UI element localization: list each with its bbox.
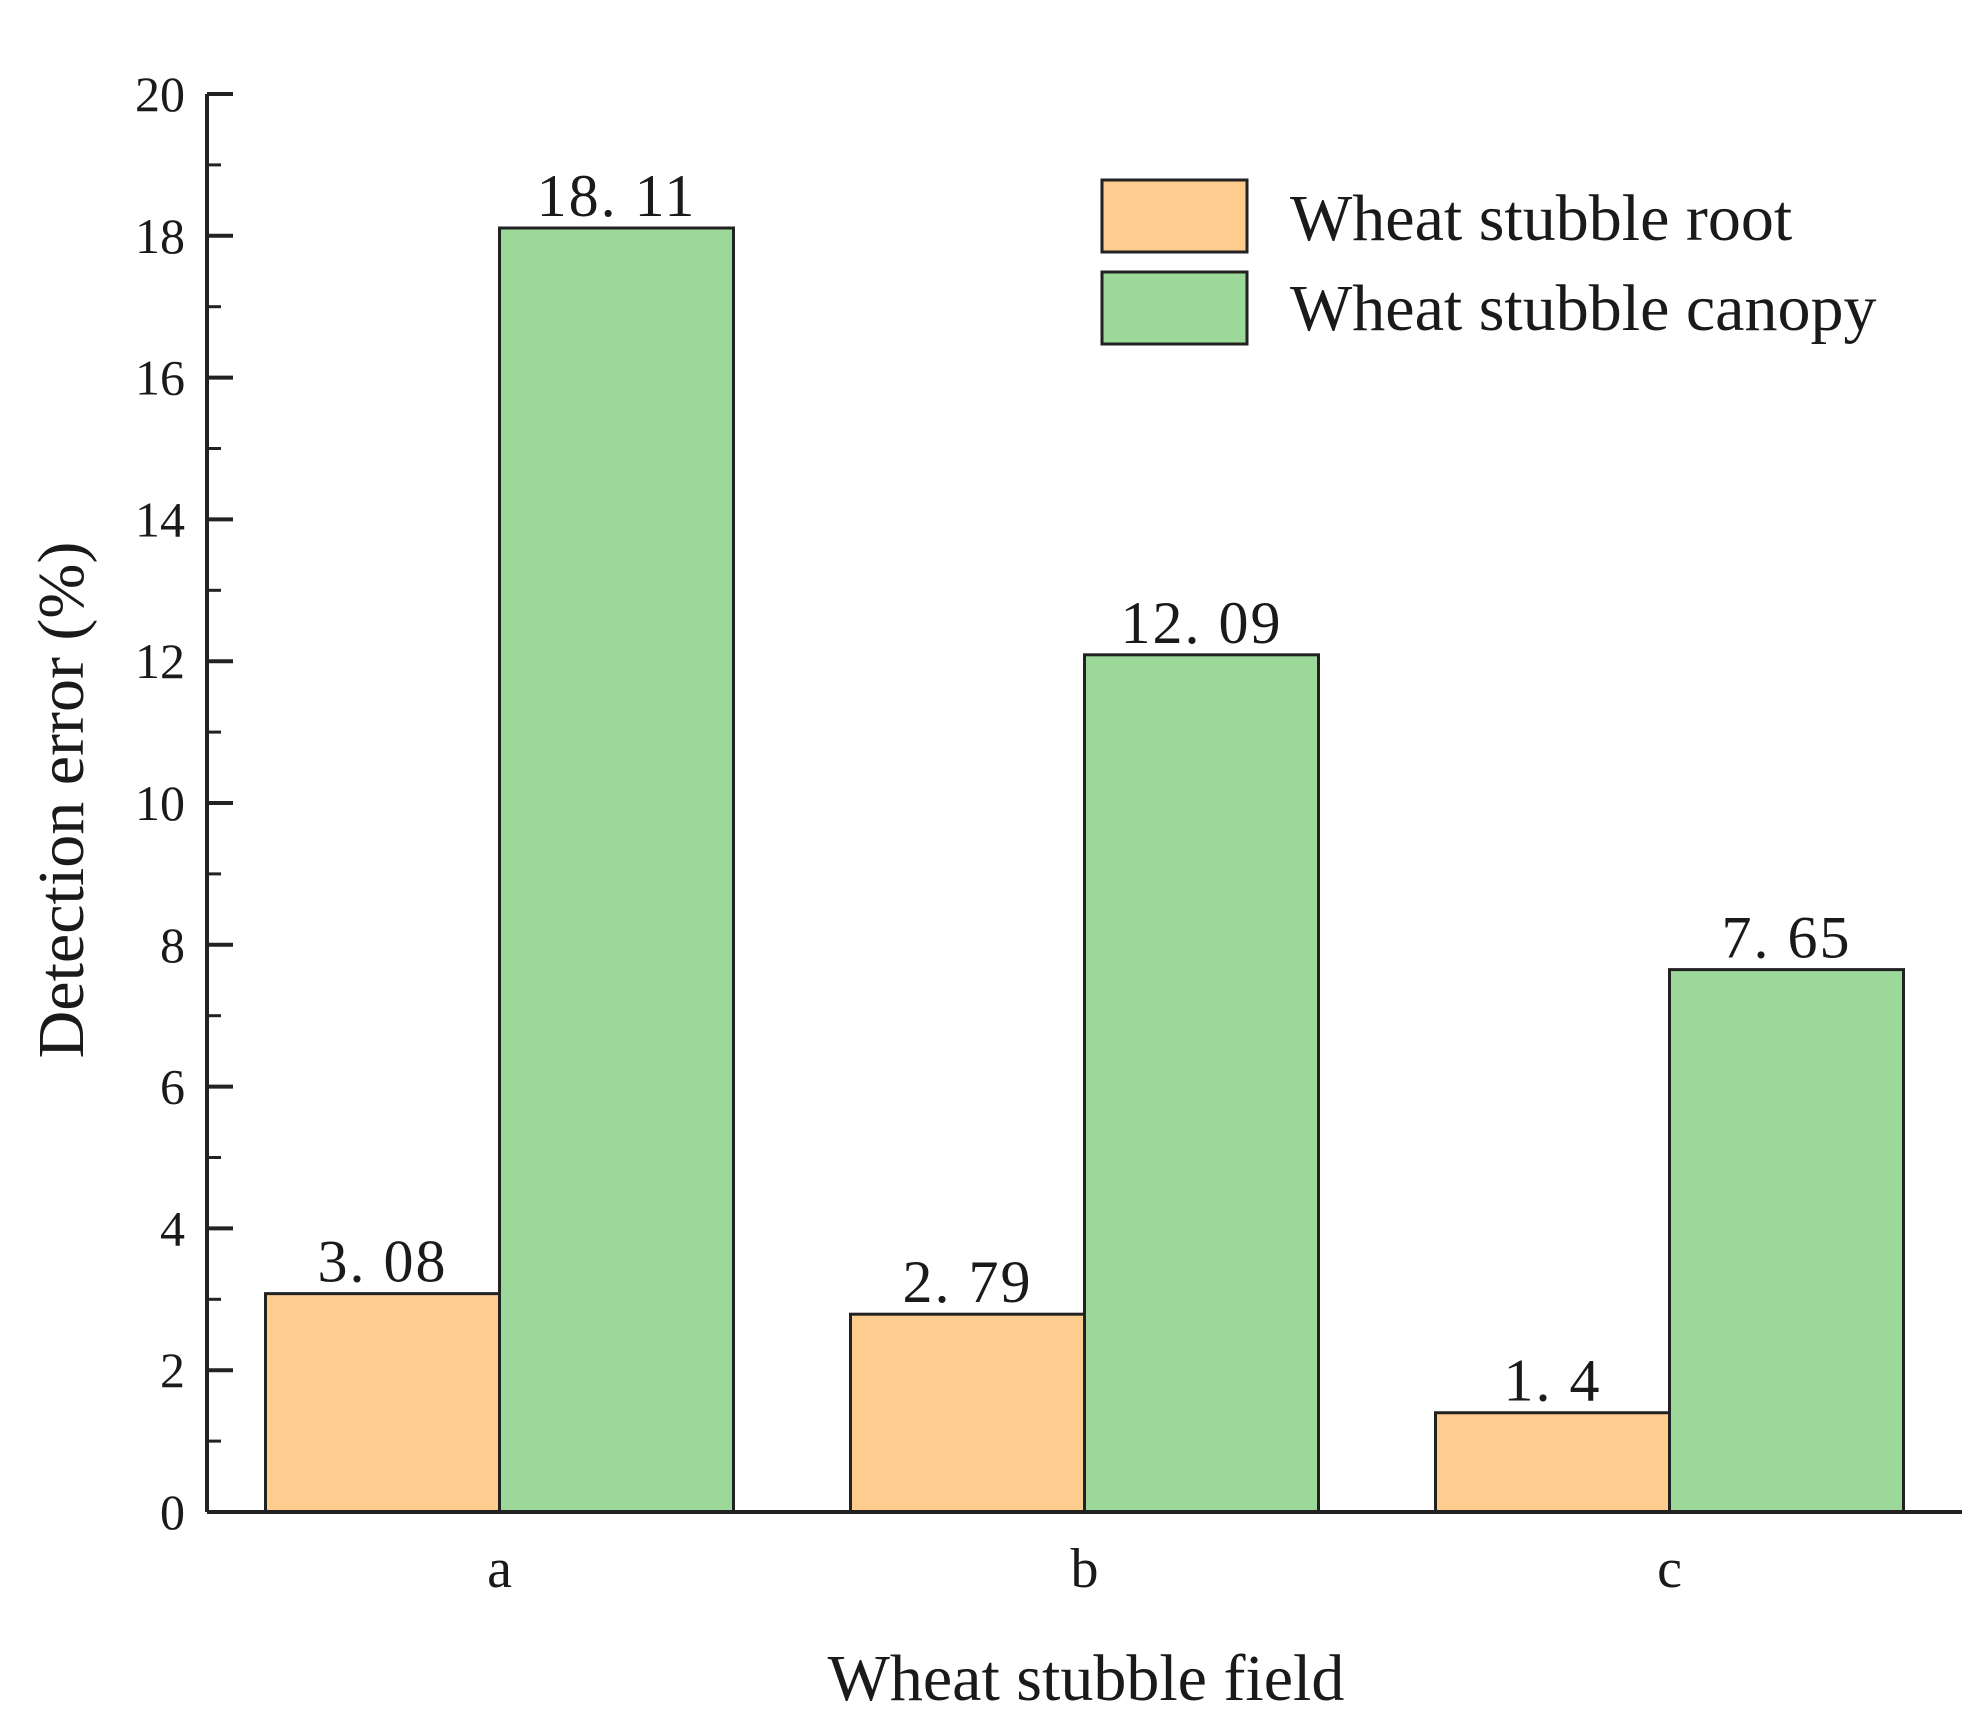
y-tick-label: 14 bbox=[135, 491, 185, 547]
bar-canopy-c bbox=[1668, 968, 1905, 1514]
bar-root-c bbox=[1434, 1411, 1671, 1514]
y-tick-label: 16 bbox=[135, 350, 185, 406]
bar-root-b bbox=[849, 1312, 1086, 1514]
bar-canopy-b bbox=[1083, 653, 1320, 1514]
legend-label-canopy: Wheat stubble canopy bbox=[1290, 272, 1876, 345]
y-tick-label: 6 bbox=[160, 1059, 185, 1115]
x-tick-label-c: c bbox=[1657, 1538, 1682, 1600]
data-label-canopy-b: 12. 09 bbox=[1121, 590, 1283, 656]
legend: Wheat stubble root Wheat stubble canopy bbox=[1100, 178, 1876, 346]
x-axis-title: Wheat stubble field bbox=[828, 1642, 1345, 1715]
bars-layer bbox=[264, 226, 1905, 1514]
y-tick-label: 10 bbox=[135, 775, 185, 831]
data-labels-layer: 3. 08 18. 11 2. 79 12. 09 1. 4 7. 65 bbox=[318, 163, 1852, 1414]
legend-label-root: Wheat stubble root bbox=[1290, 182, 1792, 255]
y-tick-label: 0 bbox=[160, 1484, 185, 1540]
data-label-root-c: 1. 4 bbox=[1504, 1348, 1602, 1414]
bar-root-a bbox=[264, 1292, 501, 1514]
y-tick-label: 12 bbox=[135, 633, 185, 689]
axes-layer: a b c 0 2 4 6 8 10 12 14 16 18 20 bbox=[135, 66, 1962, 1600]
bar-canopy-a bbox=[498, 226, 735, 1514]
y-tick-label: 18 bbox=[135, 208, 185, 264]
x-tick-label-b: b bbox=[1071, 1538, 1099, 1600]
y-tick-label: 4 bbox=[160, 1200, 185, 1256]
y-tick-label: 8 bbox=[160, 917, 185, 973]
data-label-canopy-c: 7. 65 bbox=[1722, 905, 1852, 971]
x-tick-label-a: a bbox=[487, 1538, 512, 1600]
data-label-root-a: 3. 08 bbox=[318, 1229, 448, 1295]
y-axis-title: Detection error (%) bbox=[25, 542, 98, 1059]
legend-swatch-root bbox=[1100, 178, 1249, 254]
data-label-canopy-a: 18. 11 bbox=[537, 163, 697, 229]
y-tick-label: 2 bbox=[160, 1342, 185, 1398]
y-tick-label: 20 bbox=[135, 66, 185, 122]
legend-swatch-canopy bbox=[1100, 270, 1249, 346]
data-label-root-b: 2. 79 bbox=[903, 1249, 1033, 1315]
